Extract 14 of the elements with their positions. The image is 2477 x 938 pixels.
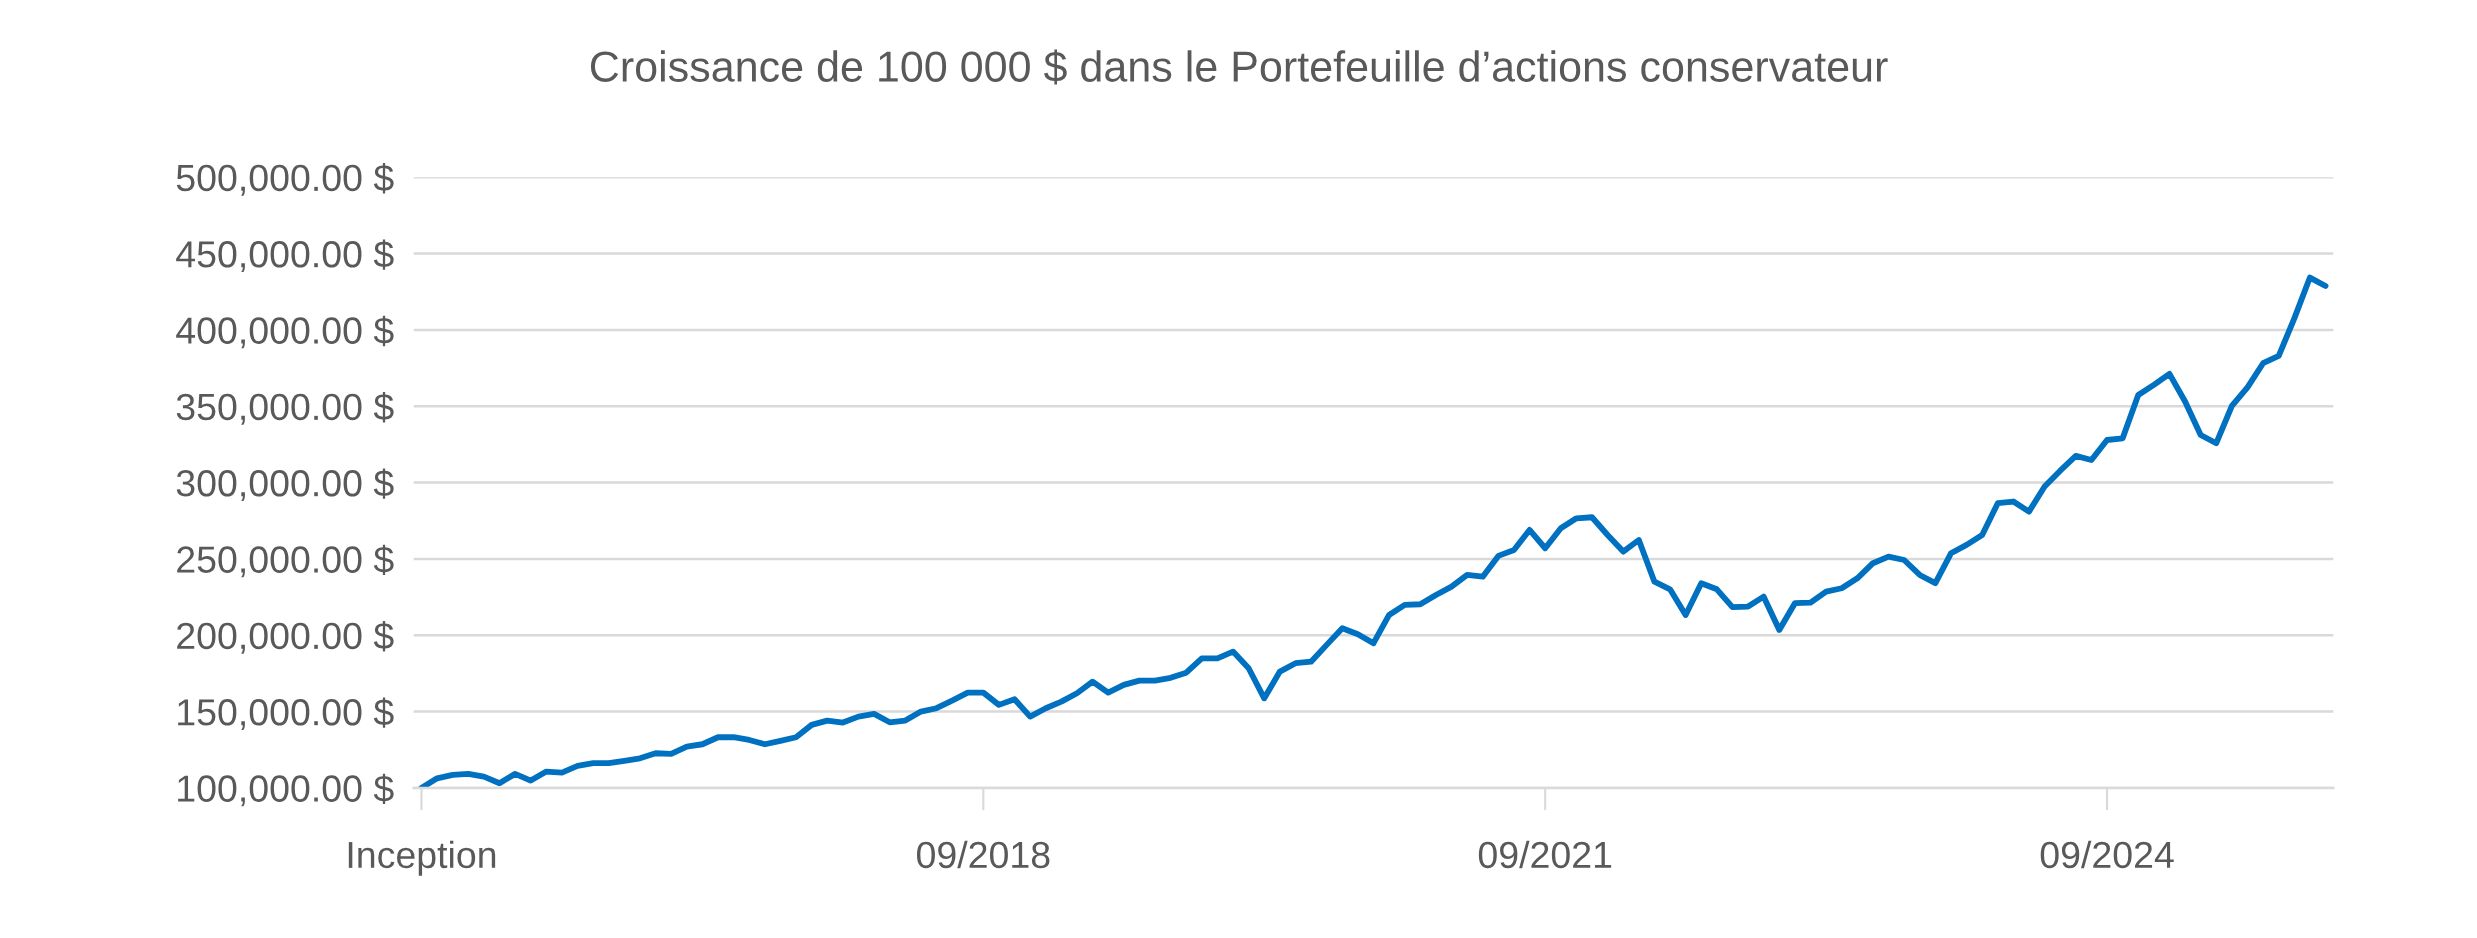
y-tick-label: 500,000.00 $ xyxy=(176,163,394,196)
y-tick-label: 200,000.00 $ xyxy=(177,621,394,654)
x-tick-label: 09/2018 xyxy=(917,840,1050,869)
y-tick-label: 250,000.00 $ xyxy=(177,544,394,578)
y-tick-label: 400,000.00 $ xyxy=(176,315,394,349)
y-tick-label: 100,000.00 $ xyxy=(178,773,394,807)
chart-title: Croissance de 100 000 $ dans le Portefeuille d’actions conservateur xyxy=(590,49,1888,85)
x-tick-label: 09/2021 xyxy=(1478,840,1612,869)
y-tick-label: 300,000.00 $ xyxy=(176,468,394,501)
y-tick-label: 150,000.00 $ xyxy=(178,697,394,730)
x-tick-label: 09/2024 xyxy=(2040,840,2174,869)
y-tick-label: 450,000.00 $ xyxy=(176,239,394,272)
x-tick-label: Inception xyxy=(348,840,496,876)
y-tick-label: 350,000.00 $ xyxy=(176,392,394,425)
